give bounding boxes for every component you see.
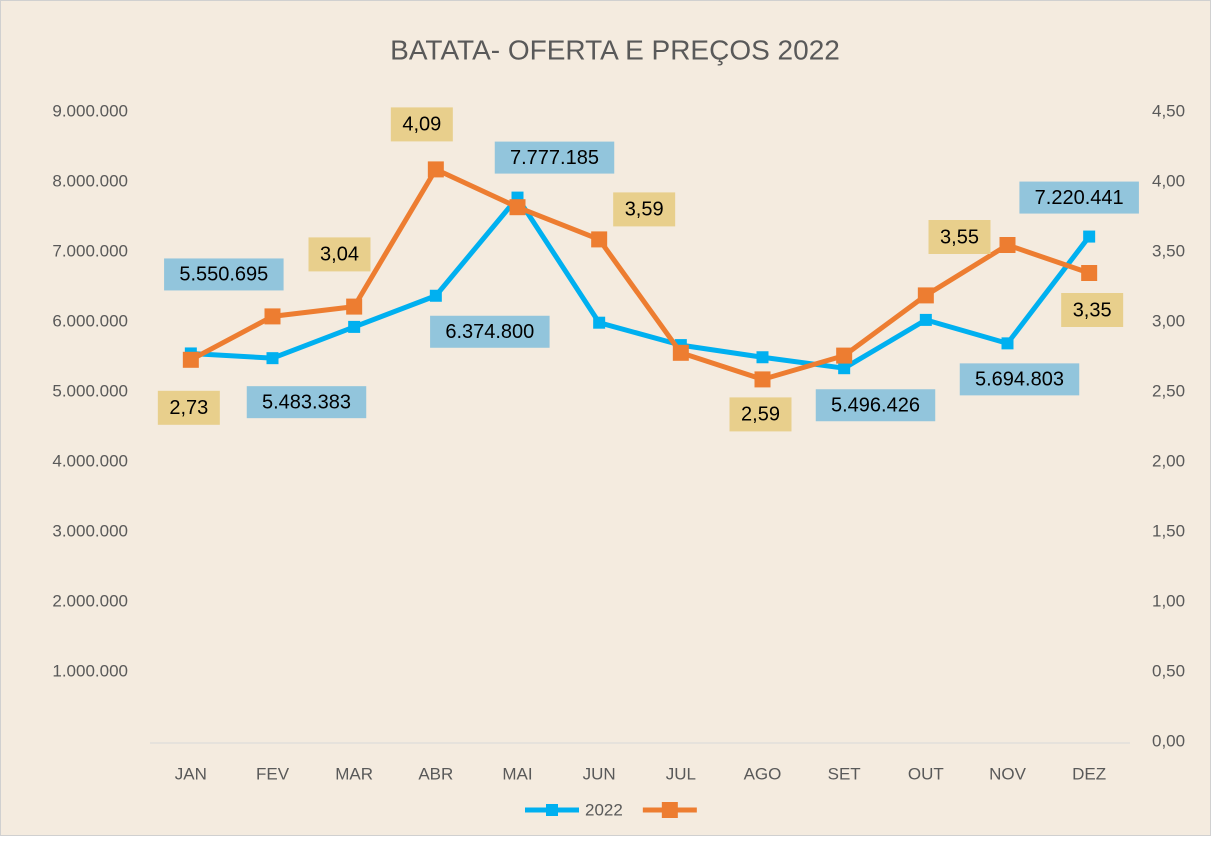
marker [264,308,281,325]
marker [919,313,932,326]
data-label-box [613,192,676,227]
marker [836,347,853,364]
series-line [190,195,1092,371]
data-label-box [308,237,371,272]
y2-tick-label: 1,50 [1152,521,1185,540]
x-tick-label: MAR [335,764,373,783]
marker [1081,265,1098,281]
data-label-box [1061,293,1124,327]
y-tick-label: 7.000.000 [52,241,128,260]
y2-tick-label: 0,00 [1152,731,1185,750]
marker [1083,230,1096,243]
y2-tick-label: 2,50 [1152,381,1185,400]
y2-tick-label: 3,00 [1152,311,1185,330]
y-tick-label: 2.000.000 [52,591,128,610]
x-tick-label: DEZ [1072,764,1106,783]
data-label: 5.483.383 [262,391,351,413]
data-label-box [430,315,550,348]
y-tick-label: 1.000.000 [52,661,128,680]
data-label: 3,59 [625,199,664,221]
marker [266,352,279,365]
y2-tick-label: 4,00 [1152,171,1185,190]
marker [348,320,361,333]
marker [1001,337,1014,350]
data-label-box [494,141,615,174]
x-tick-label: JAN [175,764,207,783]
legend-marker [661,802,678,818]
x-tick-label: NOV [989,764,1027,783]
data-label: 3,55 [940,226,979,248]
data-label: 4,09 [402,114,441,136]
x-tick-label: OUT [908,764,944,783]
data-label: 2,73 [169,397,208,419]
data-label: 2,59 [741,404,780,426]
y-tick-label: 4.000.000 [52,451,128,470]
legend-marker [546,804,558,816]
data-label: 3,04 [320,244,359,266]
y2-tick-label: 2,00 [1152,451,1185,470]
marker [754,371,771,388]
y2-tick-label: 4,50 [1152,101,1185,120]
chart-title: BATATA- OFERTA E PREÇOS 2022 [390,34,840,65]
marker [917,287,934,304]
series-line [189,166,1090,382]
data-label: 3,35 [1073,299,1112,321]
marker [427,161,444,178]
marker [509,199,526,216]
marker [593,316,606,329]
x-tick-label: JUN [583,764,616,783]
x-tick-label: FEV [256,764,290,783]
data-label-box [815,389,936,422]
marker [346,298,363,315]
marker [999,237,1016,253]
marker [182,351,199,368]
y-tick-label: 5.000.000 [52,381,128,400]
data-label: 5.694.803 [975,369,1064,391]
y-tick-label: 9.000.000 [52,101,128,120]
data-label-box [246,386,367,419]
legend-label: 2022 [585,800,623,819]
x-tick-label: ABR [418,764,453,783]
data-label-box [1019,181,1139,214]
y-tick-label: 3.000.000 [52,521,128,540]
data-label-box [390,107,453,142]
data-label-box [157,390,220,425]
data-label: 7.777.185 [510,147,599,169]
y-tick-label: 6.000.000 [52,311,128,330]
data-label: 5.496.426 [831,395,920,417]
marker [591,231,608,248]
marker [672,344,689,361]
data-label-box [959,363,1080,396]
y2-tick-label: 1,00 [1152,591,1185,610]
marker [429,289,442,302]
data-label-box [928,220,991,254]
data-label: 7.220.441 [1035,187,1124,209]
y-tick-label: 8.000.000 [52,171,128,190]
y2-tick-label: 3,50 [1152,241,1185,260]
marker [838,362,851,375]
data-label-box [729,397,792,432]
x-tick-label: JUL [666,764,696,783]
x-tick-label: AGO [744,764,782,783]
x-tick-label: MAI [502,764,532,783]
x-tick-label: SET [828,764,861,783]
data-label: 5.550.695 [179,264,268,286]
marker [756,351,769,364]
data-label-box [164,258,284,291]
y2-tick-label: 0,50 [1152,661,1185,680]
data-label: 6.374.800 [445,321,534,343]
